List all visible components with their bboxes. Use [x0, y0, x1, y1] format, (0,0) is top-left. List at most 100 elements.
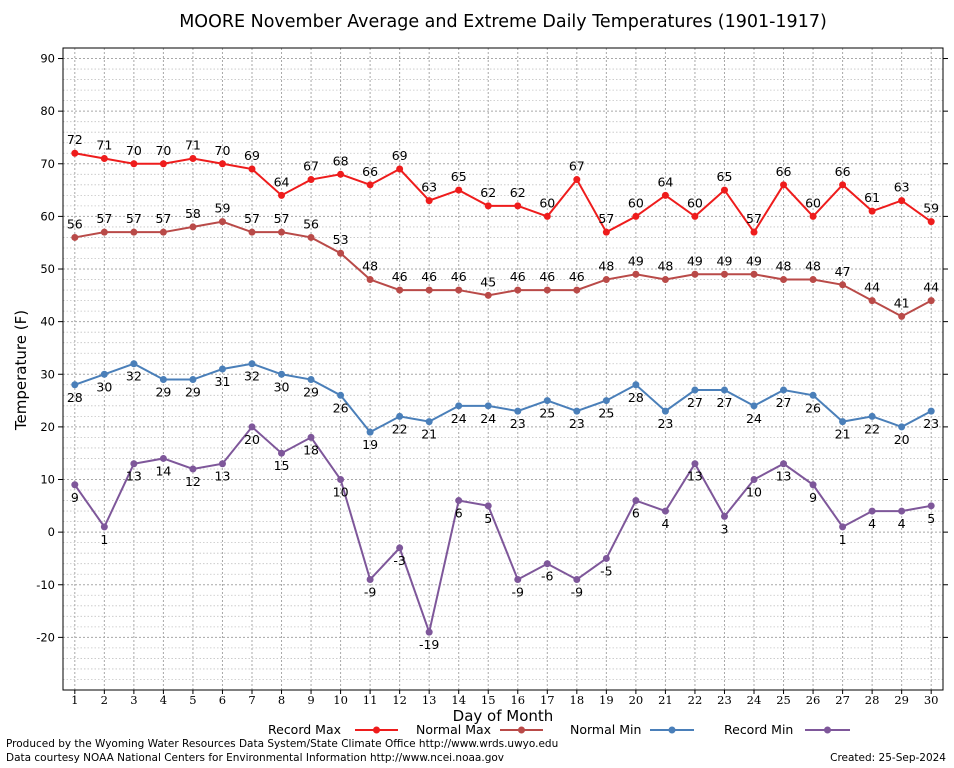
record-min-data-label: 1 [100, 532, 108, 547]
record-max-series: 72 71 70 70 71 70 69 64 67 68 66 69 63 65 62 62 60 67 57 60… [67, 132, 939, 236]
normal-min-data-label: 30 [96, 379, 112, 394]
record-max-point [868, 207, 876, 215]
record-min-data-label: 12 [185, 474, 201, 489]
record-max-data-label: 70 [126, 143, 142, 158]
record-min-point [337, 476, 345, 484]
record-min-data-label: 14 [155, 463, 171, 478]
normal-max-data-label: 57 [96, 211, 112, 226]
record-max-data-label: 65 [451, 169, 467, 184]
normal-max-point [602, 276, 610, 284]
normal-max-data-label: 56 [303, 216, 319, 231]
normal-min-data-label: 27 [687, 395, 703, 410]
legend-marker-normal-max [518, 726, 525, 734]
x-tick-label: 22 [688, 693, 703, 707]
normal-min-data-label: 24 [480, 411, 496, 426]
record-max-point [543, 212, 551, 220]
normal-max-data-label: 46 [421, 269, 437, 284]
normal-max-line [74, 220, 932, 318]
normal-max-data-label: 59 [215, 201, 231, 216]
record-min-point [839, 523, 847, 531]
normal-max-data-label: 48 [598, 259, 614, 274]
footer-created: Created: 25-Sep-2024 [830, 752, 946, 764]
normal-min-point [720, 386, 728, 394]
normal-min-data-label: 28 [628, 390, 644, 405]
footer-courtesy: Data courtesy NOAA National Centers for … [6, 752, 505, 764]
x-tick-label: 14 [451, 693, 466, 707]
x-tick-label: 4 [160, 693, 167, 707]
record-min-data-label: -19 [419, 637, 439, 652]
x-tick-label: 9 [307, 693, 314, 707]
legend-marker-record-min [824, 726, 831, 734]
record-max-data-label: 68 [333, 153, 349, 168]
normal-min-data-label: 29 [185, 385, 201, 400]
record-max-data-label: 60 [805, 195, 821, 210]
normal-max-series: 56 57 57 57 58 59 57 57 56 53 48 46 46 46 45 46 46 46 48 49… [67, 201, 939, 320]
normal-min-series: 28 30 32 29 29 31 32 30 29 26 19 22 21 24 24 23 25 23 25 28… [67, 360, 939, 452]
x-tick-label: 26 [806, 693, 821, 707]
record-min-data-label: 15 [274, 458, 290, 473]
record-max-data-label: 71 [185, 138, 201, 153]
plot-frame [62, 47, 944, 691]
normal-min-point [691, 386, 699, 394]
normal-min-data-label: 23 [510, 416, 526, 431]
y-tick-label: 10 [40, 473, 55, 487]
record-max-point [750, 228, 758, 236]
normal-max-point [898, 312, 906, 320]
record-max-data-label: 64 [657, 174, 673, 189]
normal-min-data-label: 23 [657, 416, 673, 431]
normal-min-data-label: 19 [362, 437, 378, 452]
x-tick-label: 18 [570, 693, 585, 707]
record-min-data-label: 5 [927, 511, 935, 526]
legend-label-record-max: Record Max [268, 722, 341, 737]
normal-max-data-label: 45 [480, 274, 496, 289]
x-tick-label: 23 [717, 693, 732, 707]
normal-max-data-label: 44 [923, 280, 939, 295]
record-min-data-label: -9 [364, 584, 377, 599]
record-min-point [809, 481, 817, 489]
y-axis-ticks: -20 -10 0 10 20 30 40 50 60 70 80 90 [36, 52, 948, 644]
y-tick-label: -10 [36, 578, 55, 592]
normal-min-data-label: 24 [746, 411, 762, 426]
normal-min-point [455, 402, 463, 410]
normal-max-point [455, 286, 463, 294]
x-tick-label: 30 [924, 693, 939, 707]
normal-max-point [425, 286, 433, 294]
record-max-data-label: 65 [717, 169, 733, 184]
record-max-data-label: 72 [67, 132, 83, 147]
normal-min-point [573, 407, 581, 415]
record-max-point [691, 212, 699, 220]
record-min-point [484, 502, 492, 510]
record-min-data-label: 10 [746, 485, 762, 500]
record-min-point [425, 628, 433, 636]
legend-marker-record-max [373, 726, 380, 734]
major-grid [63, 48, 943, 690]
x-tick-label: 7 [248, 693, 255, 707]
record-max-data-label: 61 [864, 190, 880, 205]
record-max-data-label: 62 [480, 185, 496, 200]
record-min-point [455, 497, 463, 505]
record-min-data-label: -9 [512, 584, 525, 599]
normal-max-point [750, 270, 758, 278]
normal-min-point [278, 370, 286, 378]
footer-produced-by: Produced by the Wyoming Water Resources … [6, 738, 559, 750]
normal-min-point [809, 391, 817, 399]
record-min-data-label: -5 [600, 563, 612, 578]
normal-max-data-label: 53 [333, 232, 349, 247]
record-min-point [543, 560, 551, 568]
y-tick-label: 60 [40, 209, 55, 223]
normal-min-data-label: 28 [67, 390, 83, 405]
normal-min-point [927, 407, 935, 415]
normal-min-data-label: 25 [598, 406, 614, 421]
y-tick-label: 40 [40, 315, 55, 329]
normal-min-point [307, 376, 315, 384]
record-max-data-label: 60 [687, 195, 703, 210]
record-max-point [809, 212, 817, 220]
normal-max-point [839, 281, 847, 289]
normal-max-point [248, 228, 256, 236]
normal-min-point [337, 391, 345, 399]
record-max-point [602, 228, 610, 236]
normal-max-data-label: 57 [274, 211, 290, 226]
normal-max-data-label: 49 [746, 253, 762, 268]
